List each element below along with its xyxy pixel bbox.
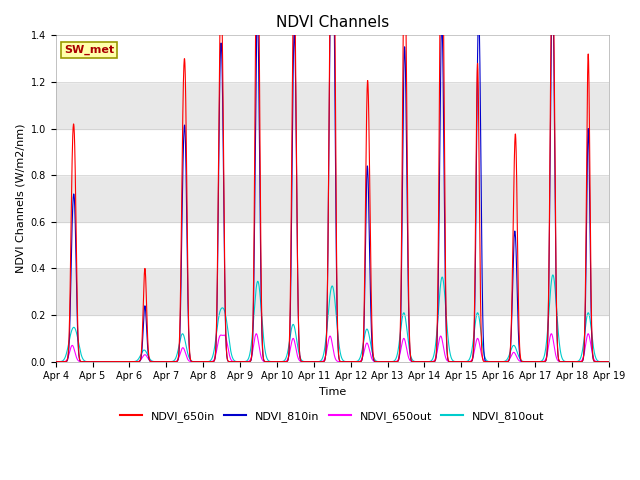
NDVI_810out <box>576 357 584 362</box>
NDVI_650out <box>398 341 406 347</box>
X-axis label: Time: Time <box>319 387 346 397</box>
Line: NDVI_650out: NDVI_650out <box>56 334 609 362</box>
NDVI_650in <box>552 205 559 211</box>
NDVI_650in <box>264 359 271 365</box>
NDVI_650in <box>52 359 60 365</box>
NDVI_650out <box>118 359 126 365</box>
Line: NDVI_810out: NDVI_810out <box>56 275 609 362</box>
NDVI_650in <box>576 359 584 365</box>
NDVI_810in <box>264 359 271 365</box>
NDVI_810in <box>552 220 559 226</box>
NDVI_810out <box>605 359 612 365</box>
NDVI_810in <box>118 359 126 365</box>
NDVI_810in <box>398 221 406 227</box>
NDVI_810out <box>554 325 562 331</box>
Title: NDVI Channels: NDVI Channels <box>276 15 389 30</box>
NDVI_650in <box>554 351 562 357</box>
Bar <box>56 268 609 315</box>
NDVI_810in <box>605 359 612 365</box>
NDVI_650out <box>52 359 60 365</box>
NDVI_810out <box>52 359 60 365</box>
NDVI_810out <box>106 359 114 365</box>
NDVI_650out <box>554 358 562 363</box>
Bar <box>56 129 609 175</box>
Bar <box>56 175 609 222</box>
NDVI_810out <box>398 317 406 323</box>
NDVI_650out <box>576 359 584 364</box>
Bar <box>56 315 609 362</box>
Bar <box>56 36 609 82</box>
NDVI_810in <box>576 359 584 365</box>
NDVI_650in <box>605 359 612 365</box>
NDVI_810out <box>118 359 126 365</box>
NDVI_650in <box>106 359 114 365</box>
NDVI_810in <box>106 359 114 365</box>
Y-axis label: NDVI Channels (W/m2/nm): NDVI Channels (W/m2/nm) <box>15 124 25 273</box>
Line: NDVI_810in: NDVI_810in <box>56 0 609 362</box>
NDVI_650out <box>552 350 559 356</box>
NDVI_810in <box>52 359 60 365</box>
Text: SW_met: SW_met <box>64 45 114 55</box>
Legend: NDVI_650in, NDVI_810in, NDVI_650out, NDVI_810out: NDVI_650in, NDVI_810in, NDVI_650out, NDV… <box>115 407 549 426</box>
NDVI_810out <box>552 290 559 296</box>
Line: NDVI_650in: NDVI_650in <box>56 0 609 362</box>
NDVI_810out <box>549 272 557 278</box>
NDVI_650out <box>584 331 592 336</box>
Bar <box>56 222 609 268</box>
NDVI_650in <box>118 359 126 365</box>
NDVI_650out <box>605 359 612 365</box>
NDVI_650out <box>105 359 113 365</box>
NDVI_810in <box>554 352 562 358</box>
NDVI_650out <box>264 359 271 365</box>
NDVI_810out <box>264 357 271 362</box>
Bar <box>56 82 609 129</box>
NDVI_650in <box>398 176 406 182</box>
